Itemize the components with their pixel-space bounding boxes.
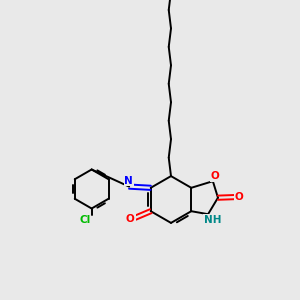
Text: NH: NH — [204, 215, 222, 225]
Text: O: O — [126, 214, 135, 224]
Text: O: O — [235, 192, 244, 202]
Text: Cl: Cl — [80, 214, 91, 225]
Text: N: N — [124, 176, 133, 186]
Text: O: O — [211, 171, 219, 181]
